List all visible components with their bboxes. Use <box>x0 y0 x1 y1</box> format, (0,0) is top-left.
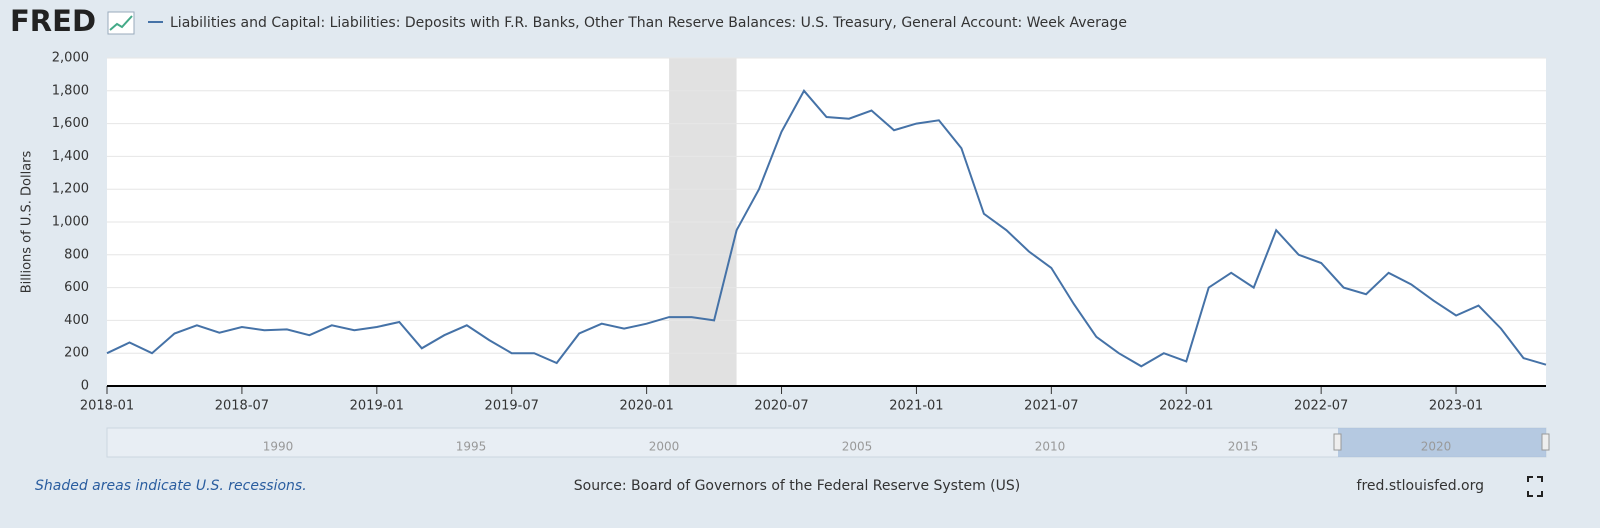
x-tick-label: 2020-07 <box>754 399 808 414</box>
x-tick-label: 2023-01 <box>1429 399 1483 414</box>
x-tick-label: 2022-07 <box>1294 399 1348 414</box>
x-tick-label: 2019-01 <box>350 399 404 414</box>
y-tick-label: 1,400 <box>52 149 89 164</box>
site[interactable]: fred.stlouisfed.org <box>1357 478 1484 494</box>
recession-note: Shaded areas indicate U.S. recessions. <box>35 478 307 494</box>
y-tick-label: 600 <box>64 280 89 295</box>
navigator-selection[interactable] <box>1338 428 1546 457</box>
x-tick-label: 2018-01 <box>80 399 134 414</box>
navigator-tick-label: 2015 <box>1228 440 1259 454</box>
navigator[interactable] <box>106 427 1547 458</box>
navigator-tick-label: 2010 <box>1035 440 1066 454</box>
y-tick-label: 1,200 <box>52 182 89 197</box>
y-tick-label: 1,800 <box>52 83 89 98</box>
legend-label: Liabilities and Capital: Liabilities: De… <box>170 15 1127 31</box>
logo-icon <box>107 11 135 35</box>
y-tick-label: 2,000 <box>52 51 89 66</box>
x-tick-label: 2018-07 <box>215 399 269 414</box>
navigator-tick-label: 1990 <box>263 440 294 454</box>
y-axis-label: Billions of U.S. Dollars <box>20 150 35 293</box>
navigator-handle[interactable] <box>1541 433 1550 451</box>
line-series <box>106 89 1547 368</box>
y-tick-label: 1,000 <box>52 215 89 230</box>
navigator-handle[interactable] <box>1333 433 1342 451</box>
y-tick-label: 0 <box>81 379 89 394</box>
y-tick-label: 800 <box>64 247 89 262</box>
navigator-tick-label: 2005 <box>842 440 873 454</box>
source: Source: Board of Governors of the Federa… <box>574 478 1020 494</box>
y-tick-label: 400 <box>64 313 89 328</box>
x-tick-label: 2021-07 <box>1024 399 1078 414</box>
navigator-tick-label: 2000 <box>649 440 680 454</box>
x-tick-label: 2020-01 <box>619 399 673 414</box>
logo-icon-line <box>109 15 133 31</box>
y-tick-label: 200 <box>64 346 89 361</box>
navigator-tick-label: 2020 <box>1421 440 1452 454</box>
fullscreen-icon[interactable] <box>1527 476 1543 497</box>
y-tick-label: 1,600 <box>52 116 89 131</box>
navigator-tick-label: 1995 <box>456 440 487 454</box>
x-tick-label: 2021-01 <box>889 399 943 414</box>
x-tick-label: 2019-07 <box>485 399 539 414</box>
logo[interactable]: FRED <box>10 4 96 38</box>
x-tick-label: 2022-01 <box>1159 399 1213 414</box>
